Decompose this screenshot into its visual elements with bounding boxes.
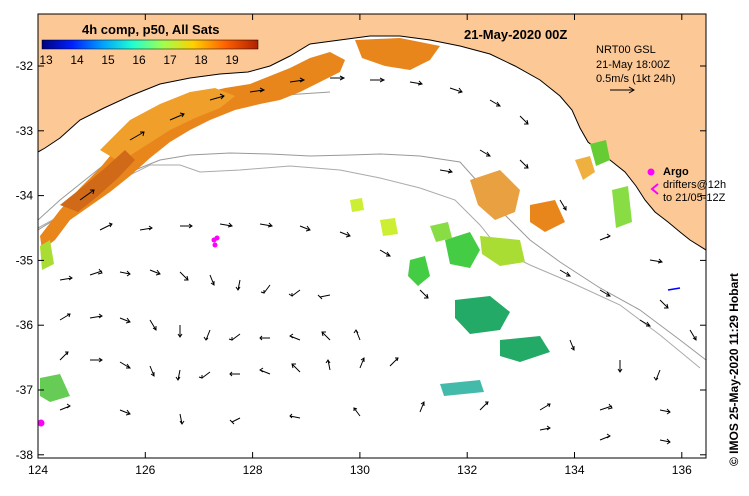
legend-time: 21-May 18:00Z — [596, 59, 670, 71]
plot-frame — [37, 13, 707, 459]
x-tick-label: 128 — [243, 463, 263, 477]
y-tick-label: -35 — [16, 253, 34, 267]
colorbar-tick-label: 19 — [225, 53, 239, 67]
colorbar-gradient — [41, 39, 259, 50]
colorbar-title: 4h comp, p50, All Sats — [82, 22, 220, 37]
drifter-track — [667, 287, 681, 291]
shelf-contour-2000m — [38, 152, 706, 361]
y-tick-label: -32 — [16, 59, 34, 73]
map-date-title: 21-May-2020 00Z — [464, 27, 567, 42]
argo-legend-icon — [647, 168, 655, 176]
legend-source: NRT00 GSL — [596, 44, 656, 56]
colorbar-tick-label: 14 — [70, 53, 84, 67]
imos-credit: © IMOS 25-May-2020 11:29 Hobart — [727, 273, 741, 466]
legend-block: NRT00 GSL 21-May 18:00Z 0.5m/s (1kt 24h)… — [596, 44, 726, 204]
current-vectors — [59, 75, 697, 445]
colorbar: 4h comp, p50, All Sats 13 14 15 16 17 18 19 — [39, 22, 259, 67]
colorbar-tick-label: 15 — [101, 53, 115, 67]
legend-drifter-range: to 21/05-12Z — [663, 192, 726, 204]
y-tick-label: -36 — [16, 318, 34, 332]
legend-argo-label: Argo — [663, 166, 689, 178]
argo-markers — [38, 235, 220, 427]
y-tick-label: -34 — [16, 189, 34, 203]
scale-arrow-icon — [610, 86, 635, 94]
x-tick-label: 130 — [350, 463, 370, 477]
x-tick-label: 136 — [672, 463, 692, 477]
shelf-contour-deep — [38, 164, 701, 369]
y-tick-label: -33 — [16, 124, 34, 138]
sst-cool-patches — [40, 140, 632, 402]
y-tick-label: -37 — [16, 383, 34, 397]
y-axis: -32 -33 -34 -35 -36 -37 -38 — [16, 59, 706, 462]
sst-warm-patches — [40, 38, 595, 250]
colorbar-tick-label: 13 — [39, 53, 53, 67]
legend-scale: 0.5m/s (1kt 24h) — [596, 73, 675, 85]
land-mass — [38, 14, 706, 251]
colorbar-tick-label: 18 — [194, 53, 208, 67]
drifter-legend-icon — [650, 183, 659, 195]
colorbar-tick-label: 17 — [163, 53, 177, 67]
x-axis: 124 126 128 130 132 134 136 — [28, 14, 692, 477]
x-tick-label: 132 — [457, 463, 477, 477]
x-tick-label: 134 — [564, 463, 584, 477]
x-tick-label: 124 — [28, 463, 48, 477]
x-tick-label: 126 — [135, 463, 155, 477]
legend-drifter-label: drifters@12h — [663, 179, 726, 191]
colorbar-tick-label: 16 — [132, 53, 146, 67]
y-tick-label: -38 — [16, 448, 34, 462]
